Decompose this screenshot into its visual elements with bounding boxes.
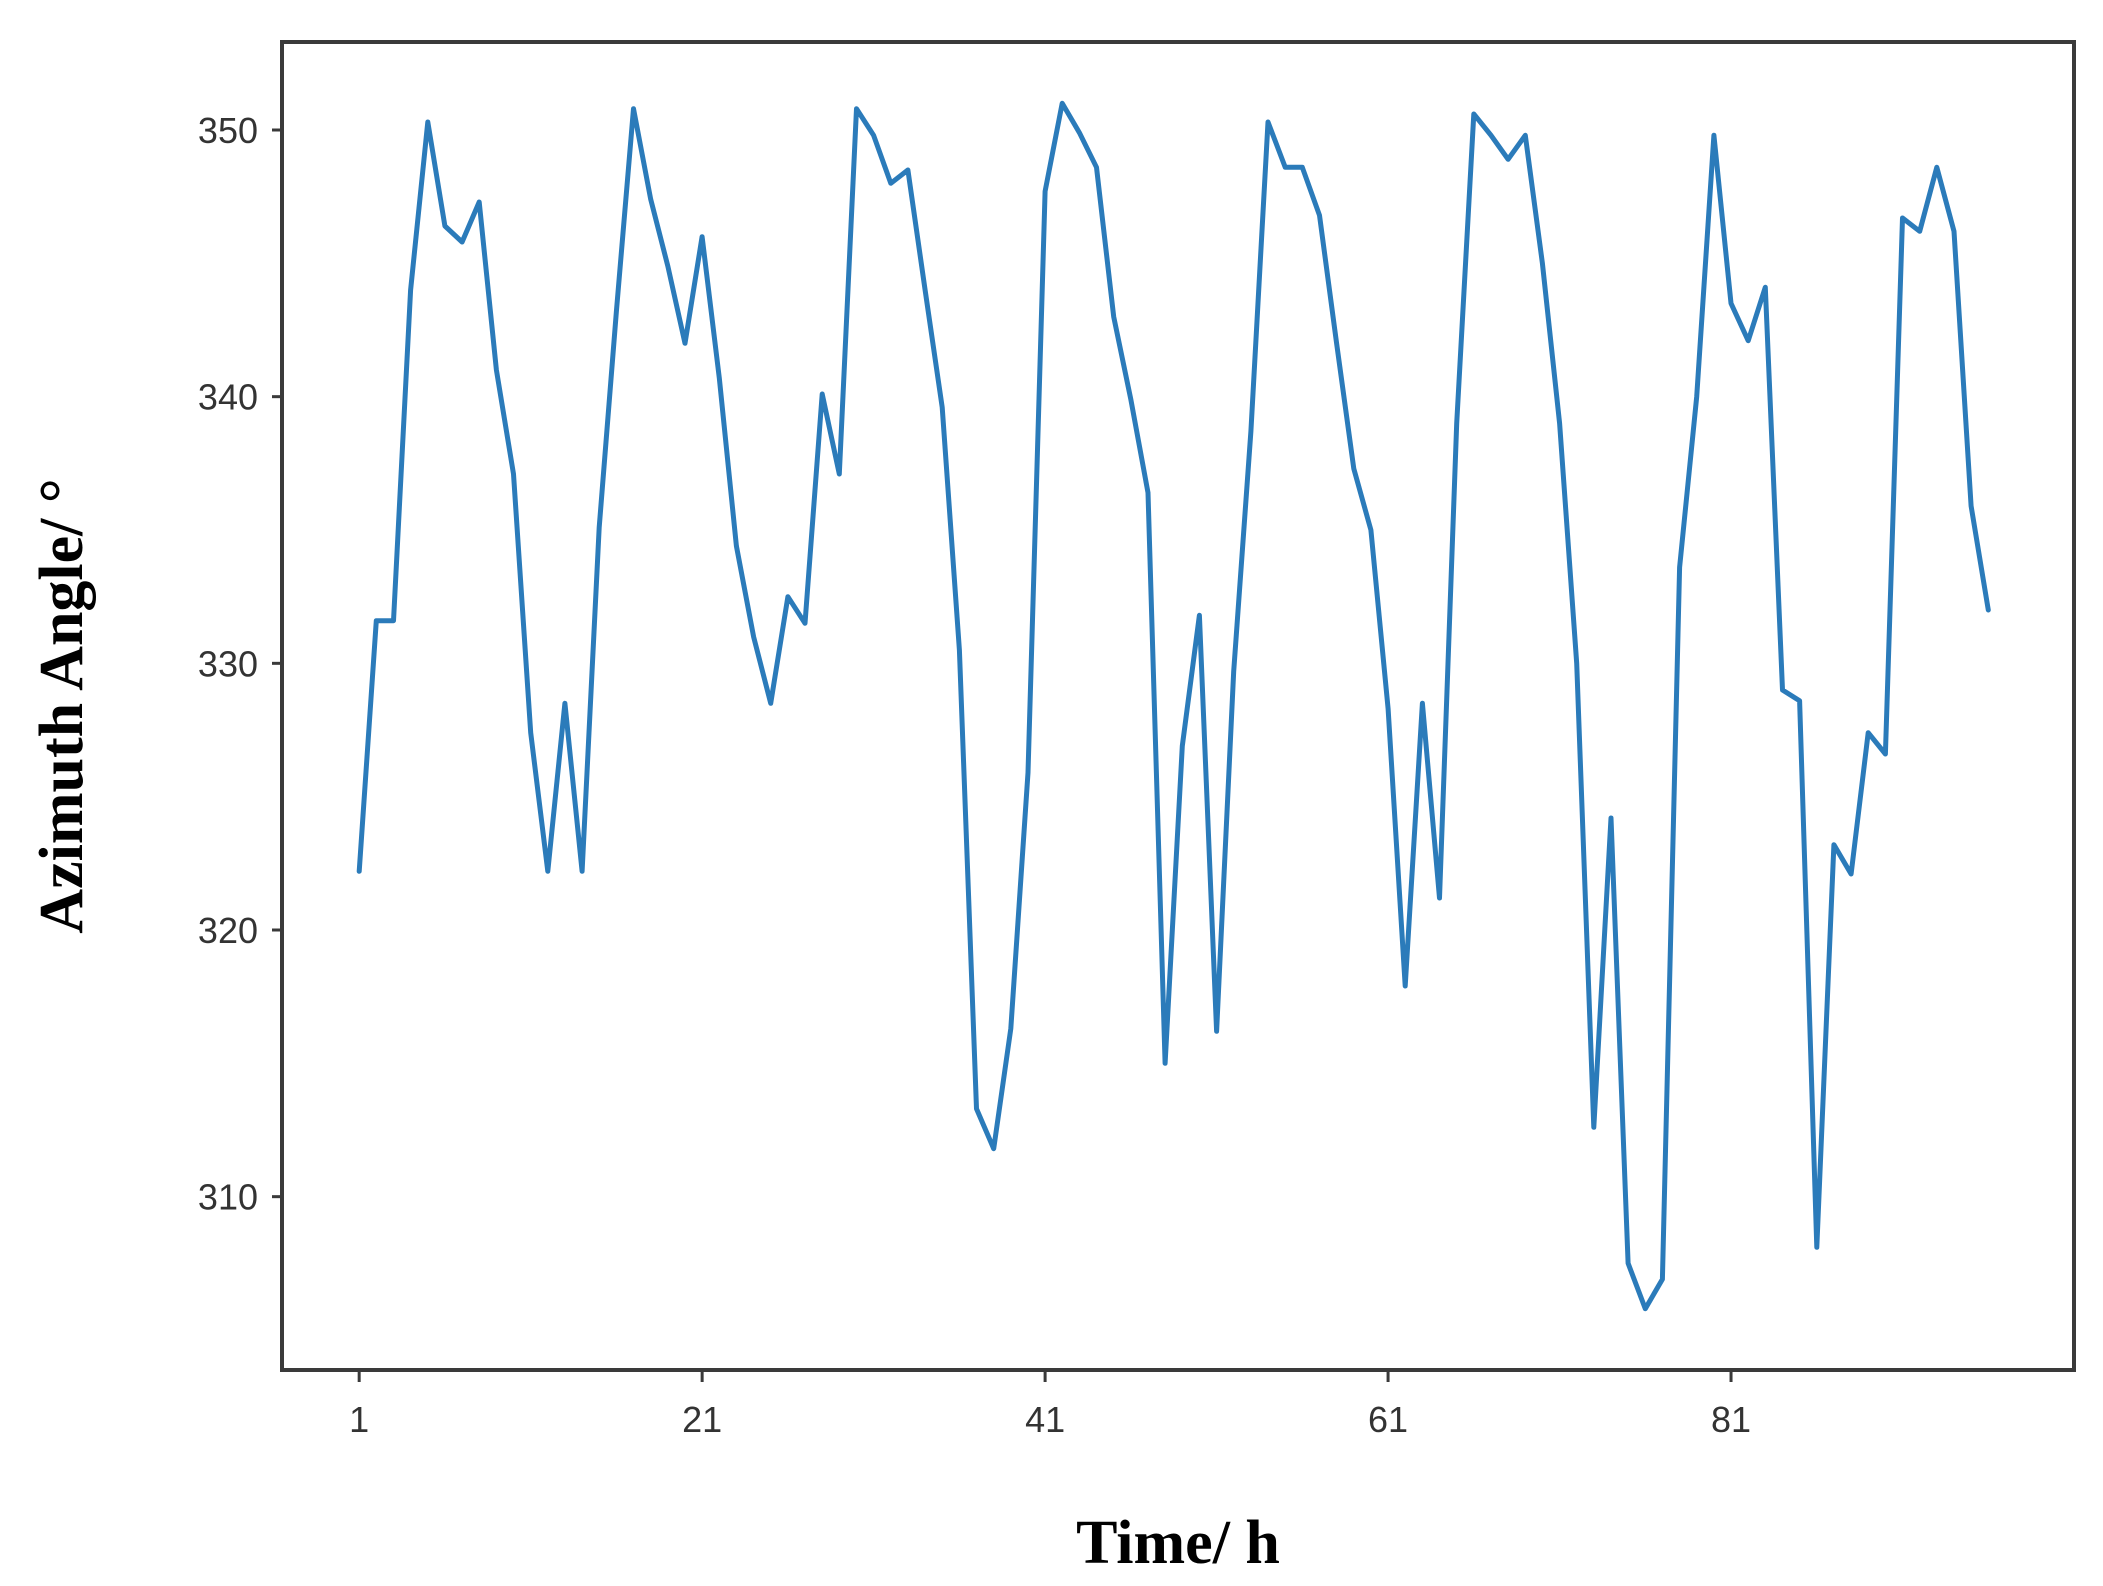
y-axis-label: Azimuth Angle/ ° <box>28 478 96 933</box>
x-tick-label: 1 <box>349 1399 369 1440</box>
y-tick-label: 310 <box>198 1177 258 1218</box>
y-tick-label: 320 <box>198 910 258 951</box>
x-tick-label: 61 <box>1368 1399 1408 1440</box>
x-axis-label: Time/ h <box>1076 1509 1280 1577</box>
x-tick-label: 41 <box>1025 1399 1065 1440</box>
plot-frame <box>280 40 2076 1372</box>
series-line <box>356 100 1991 1312</box>
y-tick-label: 330 <box>198 643 258 684</box>
x-axis-ticks: 1 21 41 61 81 <box>349 1370 1751 1440</box>
series-layer <box>356 100 1991 1312</box>
y-tick-label: 350 <box>198 110 258 151</box>
y-axis-ticks: 310 320 330 340 350 <box>198 110 282 1218</box>
x-tick-label: 21 <box>682 1399 722 1440</box>
y-tick-label: 340 <box>198 377 258 418</box>
x-tick-label: 81 <box>1711 1399 1751 1440</box>
